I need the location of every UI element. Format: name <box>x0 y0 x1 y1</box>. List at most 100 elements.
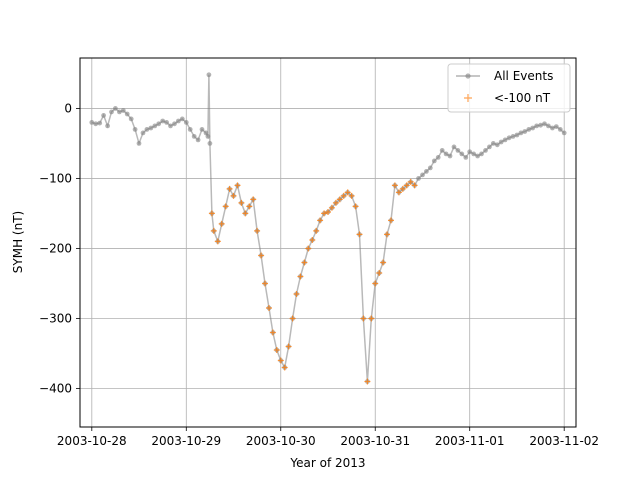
data-point-plus <box>403 182 410 189</box>
data-point-plus <box>313 227 320 234</box>
data-point-plus <box>273 347 280 353</box>
data-point <box>124 111 130 117</box>
data-point <box>160 118 166 124</box>
data-point <box>168 123 173 129</box>
legend-threshold-label: <-100 nT <box>494 91 551 105</box>
plot-frame <box>79 57 577 428</box>
plot-area-series <box>89 72 567 385</box>
y-tick-label: −400 <box>39 381 72 395</box>
data-point <box>431 158 437 164</box>
data-point <box>514 132 520 138</box>
legend-all-events-marker <box>465 73 471 79</box>
data-point-plus <box>254 227 261 234</box>
data-point <box>199 126 205 132</box>
data-point-plus <box>238 199 245 206</box>
data-point <box>152 123 158 129</box>
data-point-plus <box>364 378 371 385</box>
data-point <box>120 108 126 113</box>
legend-all-events-label: All Events <box>494 69 553 83</box>
data-point <box>207 141 213 146</box>
data-point-plus <box>360 315 367 322</box>
data-point-plus <box>407 178 414 185</box>
x-axis-label: Year of 2013 <box>289 456 365 470</box>
data-point <box>459 151 465 157</box>
data-point <box>506 135 512 141</box>
data-point <box>206 72 212 78</box>
data-point <box>183 120 189 125</box>
data-point-plus <box>348 192 355 199</box>
data-point <box>144 126 150 132</box>
data-point-plus <box>258 252 265 259</box>
data-point-plus <box>328 204 335 211</box>
data-point <box>530 125 536 131</box>
data-point <box>132 126 138 132</box>
data-point <box>427 165 433 171</box>
data-point <box>443 151 449 157</box>
data-point <box>117 109 122 115</box>
y-tick-label: 0 <box>64 101 72 115</box>
data-point <box>522 129 528 134</box>
data-point-plus <box>289 315 296 322</box>
data-point <box>172 121 177 127</box>
data-point <box>128 116 134 122</box>
data-point <box>455 148 461 153</box>
data-point-plus <box>384 231 390 238</box>
data-point <box>467 149 473 155</box>
data-point-plus <box>246 203 253 210</box>
data-point <box>479 151 484 157</box>
data-point <box>447 153 453 159</box>
data-point <box>494 142 500 148</box>
data-point <box>463 155 469 160</box>
data-point <box>561 130 567 136</box>
data-point <box>557 126 563 132</box>
data-point <box>416 176 421 181</box>
data-point-plus <box>344 189 351 196</box>
data-point <box>451 144 457 150</box>
data-point <box>420 172 425 178</box>
data-point-plus <box>336 196 343 203</box>
data-point-plus <box>372 280 379 287</box>
data-point <box>164 120 170 125</box>
legend: All Events <-100 nT <box>447 63 571 113</box>
data-point <box>191 134 197 139</box>
x-tick-label: 2003-10-30 <box>246 434 316 448</box>
data-point-plus <box>317 217 324 224</box>
data-point <box>136 141 142 146</box>
data-point <box>550 125 555 131</box>
y-tick-label: −200 <box>39 241 72 255</box>
data-point-plus <box>266 305 272 311</box>
data-point <box>510 134 516 139</box>
data-point-plus <box>411 182 418 189</box>
data-point <box>502 137 508 143</box>
data-point <box>93 121 99 127</box>
data-point-plus <box>218 220 225 227</box>
data-point <box>439 148 445 153</box>
x-tick-label: 2003-10-28 <box>57 434 127 448</box>
data-point <box>518 130 524 136</box>
data-point-plus <box>368 315 375 322</box>
data-point <box>542 121 547 127</box>
data-point-plus <box>388 217 394 224</box>
data-point <box>148 125 154 131</box>
data-point <box>534 123 539 129</box>
data-point-plus <box>250 196 257 203</box>
data-point-plus <box>281 364 288 371</box>
data-point-plus <box>210 227 217 234</box>
data-point-plus <box>340 192 347 199</box>
data-point <box>187 126 193 132</box>
data-point-plus <box>305 245 312 252</box>
data-point-plus <box>226 185 233 192</box>
data-point-plus <box>356 231 363 238</box>
data-point <box>546 123 551 129</box>
data-point-plus <box>380 259 387 266</box>
data-point <box>553 124 559 129</box>
data-point-plus <box>234 182 241 189</box>
data-point-plus <box>222 203 229 210</box>
data-point-plus <box>325 209 331 215</box>
data-point <box>97 120 103 126</box>
data-point <box>498 139 504 145</box>
data-point <box>101 113 106 118</box>
y-axis-label: SYMH (nT) <box>11 211 25 273</box>
data-point-plus <box>277 357 284 364</box>
